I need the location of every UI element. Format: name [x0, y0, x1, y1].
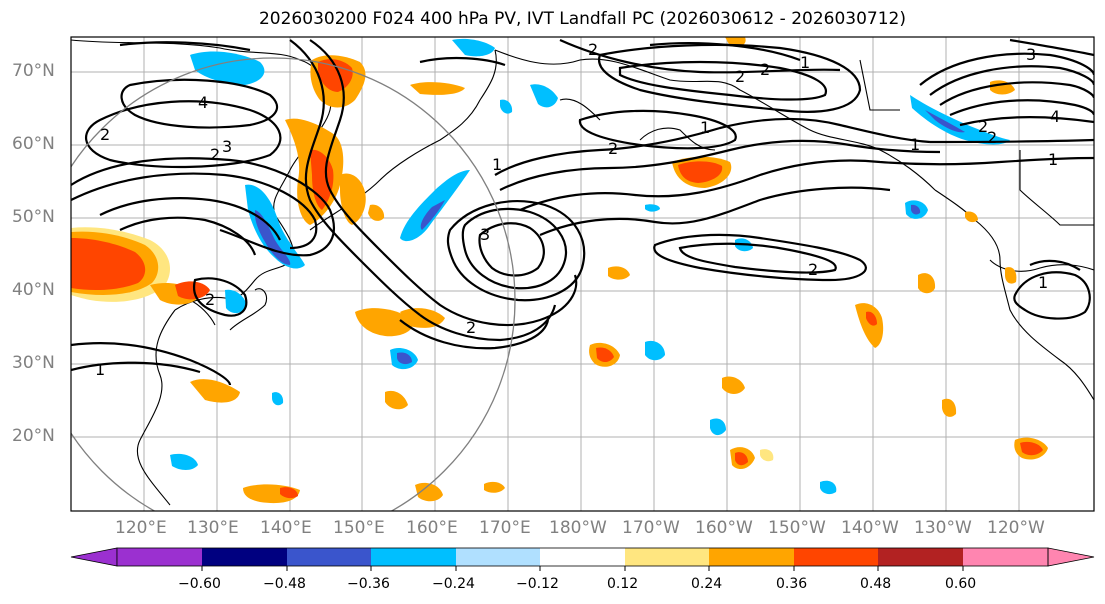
lon-label-120e: 120°E — [115, 518, 167, 538]
lon-label-140e: 140°E — [260, 518, 312, 538]
lon-label-120w: 120°W — [987, 518, 1045, 538]
colorbar-label: 0.36 — [776, 576, 808, 592]
colorbar-bin — [202, 548, 287, 566]
lat-label-70n: 70°N — [12, 61, 55, 81]
contour-label: 4 — [1050, 107, 1060, 126]
colorbar-bin — [371, 548, 456, 566]
contour-label: 1 — [700, 118, 710, 137]
colorbar-label: 0.12 — [607, 576, 639, 592]
coastlines — [71, 39, 1094, 506]
contour-label: 2 — [205, 290, 215, 309]
colorbar-bin — [625, 548, 709, 566]
colorbar-label: 0.48 — [860, 576, 892, 592]
contour-label: 1 — [910, 135, 920, 154]
map-title: 2026030200 F024 400 hPa PV, IVT Landfall… — [258, 9, 906, 29]
lat-label-20n: 20°N — [12, 426, 55, 446]
lon-label-150w: 150°W — [768, 518, 826, 538]
contour-label: 1 — [800, 53, 810, 72]
lat-label-30n: 30°N — [12, 353, 55, 373]
contour-label: 2 — [608, 139, 618, 158]
lat-label-40n: 40°N — [12, 280, 55, 300]
lat-label-50n: 50°N — [12, 207, 55, 227]
graticule — [71, 37, 1094, 511]
contour-label: 4 — [198, 93, 208, 112]
colorbar-bin — [287, 548, 371, 566]
contour-label: 2 — [210, 145, 220, 164]
lon-label-150e: 150°E — [333, 518, 385, 538]
contour-label: 2 — [735, 67, 745, 86]
contour-label: 2 — [760, 60, 770, 79]
colorbar-bin — [540, 548, 625, 566]
colorbar-bin — [963, 548, 1048, 566]
contour-label: 3 — [480, 225, 490, 244]
lat-label-60n: 60°N — [12, 134, 55, 154]
lon-label-130e: 130°E — [187, 518, 239, 538]
contour-label: 1 — [492, 155, 502, 174]
colorbar-bin — [794, 548, 878, 566]
contour-label-group: 2 4 2 3 2 1 2 3 1 1 2 2 1 2 4 2 1 1 2 2 … — [95, 40, 1060, 379]
contour-label: 3 — [222, 137, 232, 156]
lon-label-130w: 130°W — [914, 518, 972, 538]
contour-label: 3 — [1026, 45, 1036, 64]
contour-label: 2 — [466, 318, 476, 337]
contour-label: 2 — [978, 117, 988, 136]
contour-label: 2 — [987, 128, 997, 147]
colorbar-bin — [878, 548, 963, 566]
lon-label-180w: 180°W — [549, 518, 607, 538]
lon-label-160e: 160°E — [406, 518, 458, 538]
colorbar-bin — [709, 548, 794, 566]
colorbar-label: −0.48 — [263, 576, 306, 592]
lon-label-170w: 170°W — [622, 518, 680, 538]
pv-anomaly-fills — [71, 37, 1048, 504]
colorbar-bin — [456, 548, 540, 566]
colorbar-label: 0.24 — [691, 576, 723, 592]
colorbar-max-extend — [1047, 547, 1095, 567]
colorbar-outline — [116, 547, 1049, 567]
colorbar-label: −0.36 — [347, 576, 390, 592]
colorbar-min-extend — [70, 547, 118, 567]
map-frame — [70, 36, 1095, 512]
colorbar-label: −0.24 — [432, 576, 475, 592]
lon-label-170e: 170°E — [479, 518, 531, 538]
colorbar — [70, 547, 1095, 571]
lon-label-160w: 160°W — [695, 518, 753, 538]
lon-label-140w: 140°W — [841, 518, 899, 538]
contour-label: 1 — [1048, 150, 1058, 169]
colorbar-label: −0.60 — [178, 576, 221, 592]
contour-label: 2 — [588, 40, 598, 59]
contour-label: 2 — [808, 260, 818, 279]
colorbar-label: 0.60 — [945, 576, 977, 592]
contour-label: 2 — [100, 125, 110, 144]
colorbar-bin — [117, 548, 202, 566]
contour-label: 1 — [1038, 273, 1048, 292]
contour-label: 1 — [95, 360, 105, 379]
landfall-radius-circle — [71, 57, 516, 511]
colorbar-label: −0.12 — [516, 576, 559, 592]
ivt-contours — [71, 38, 1094, 386]
